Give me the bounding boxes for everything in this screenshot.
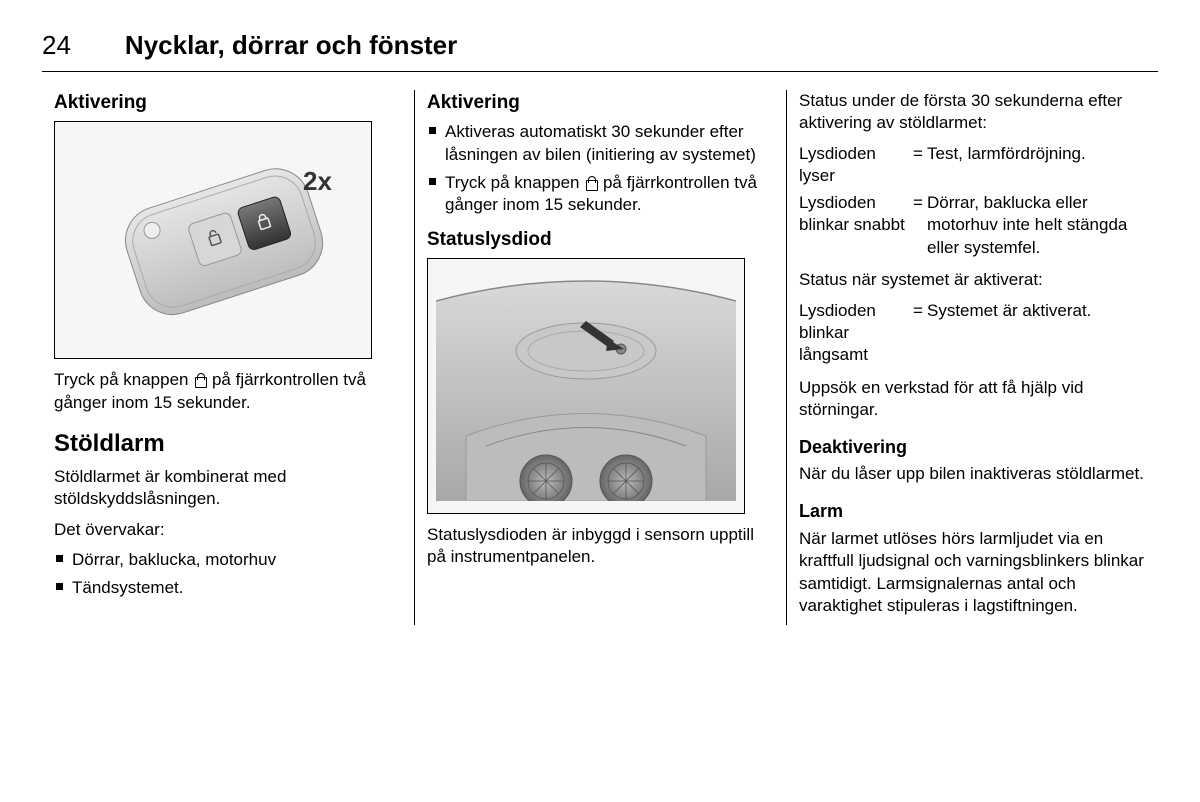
status-activated-intro: Status när systemet är aktiverat:	[799, 269, 1146, 291]
deactivation-desc: När du låser upp bilen inaktiveras stöld…	[799, 463, 1146, 485]
activation-list: Aktiveras automatiskt 30 sekunder efter …	[427, 121, 774, 217]
equals-sign: =	[909, 192, 927, 259]
manual-page: 24 Nycklar, dörrar och fönster Aktiverin…	[0, 0, 1200, 802]
status-meaning: Test, larmfördröjning.	[927, 143, 1146, 188]
status-meaning: Systemet är aktiverat.	[927, 300, 1146, 367]
page-title: Nycklar, dörrar och fönster	[125, 30, 457, 61]
status-led-desc: Statuslysdioden är inbyggd i sensorn upp…	[427, 524, 774, 569]
dashboard-illustration	[436, 271, 736, 501]
text-fragment: Tryck på knappen	[54, 370, 193, 389]
equals-sign: =	[909, 300, 927, 367]
lock-icon	[585, 176, 597, 190]
monitors-list: Dörrar, baklucka, motorhuv Tändsystemet.	[54, 549, 402, 600]
column-1: Aktivering	[42, 90, 414, 625]
column-3: Status under de första 30 sekunderna eft…	[786, 90, 1158, 625]
monitors-label: Det övervakar:	[54, 519, 402, 541]
text-fragment: Tryck på knappen	[445, 173, 584, 192]
status-first-30s-intro: Status under de första 30 sekunderna eft…	[799, 90, 1146, 135]
column-2: Aktivering Aktiveras automatiskt 30 seku…	[414, 90, 786, 625]
keyfob-figure: 2x	[54, 121, 372, 359]
equals-sign: =	[909, 143, 927, 188]
lock-icon	[194, 373, 206, 387]
heading-theft-alarm: Stöldlarm	[54, 428, 402, 460]
figure-label-2x: 2x	[303, 166, 332, 196]
dashboard-figure	[427, 258, 745, 514]
heading-activation: Aktivering	[54, 90, 402, 115]
heading-deactivation: Deaktivering	[799, 436, 1146, 460]
alarm-desc: När larmet utlöses hörs larmljudet via e…	[799, 528, 1146, 618]
theft-alarm-desc: Stöldlarmet är kombinerat med stöldskydd…	[54, 466, 402, 511]
page-number: 24	[42, 30, 71, 61]
status-table-1: Lysdioden lyser = Test, larmfördröjning.…	[799, 143, 1146, 259]
list-item: Dörrar, baklucka, motorhuv	[54, 549, 402, 571]
workshop-note: Uppsök en verkstad för att få hjälp vid …	[799, 377, 1146, 422]
status-table-2: Lysdioden blinkar långsamt = Systemet är…	[799, 300, 1146, 367]
keyfob-instruction: Tryck på knappen på fjärrkontrollen två …	[54, 369, 402, 414]
page-header: 24 Nycklar, dörrar och fönster	[42, 30, 1158, 72]
status-meaning: Dörrar, baklucka eller motorhuv inte hel…	[927, 192, 1146, 259]
list-item: Tändsystemet.	[54, 577, 402, 599]
status-term: Lysdioden blinkar snabbt	[799, 192, 909, 259]
list-item: Tryck på knappen på fjärrkontrollen två …	[427, 172, 774, 217]
list-item: Aktiveras automatiskt 30 sekunder efter …	[427, 121, 774, 166]
heading-activation-2: Aktivering	[427, 90, 774, 115]
heading-alarm: Larm	[799, 500, 1146, 524]
status-term: Lysdioden lyser	[799, 143, 909, 188]
heading-status-led: Statuslysdiod	[427, 227, 774, 252]
status-term: Lysdioden blinkar långsamt	[799, 300, 909, 367]
content-columns: Aktivering	[42, 90, 1158, 625]
keyfob-illustration: 2x	[73, 140, 353, 340]
